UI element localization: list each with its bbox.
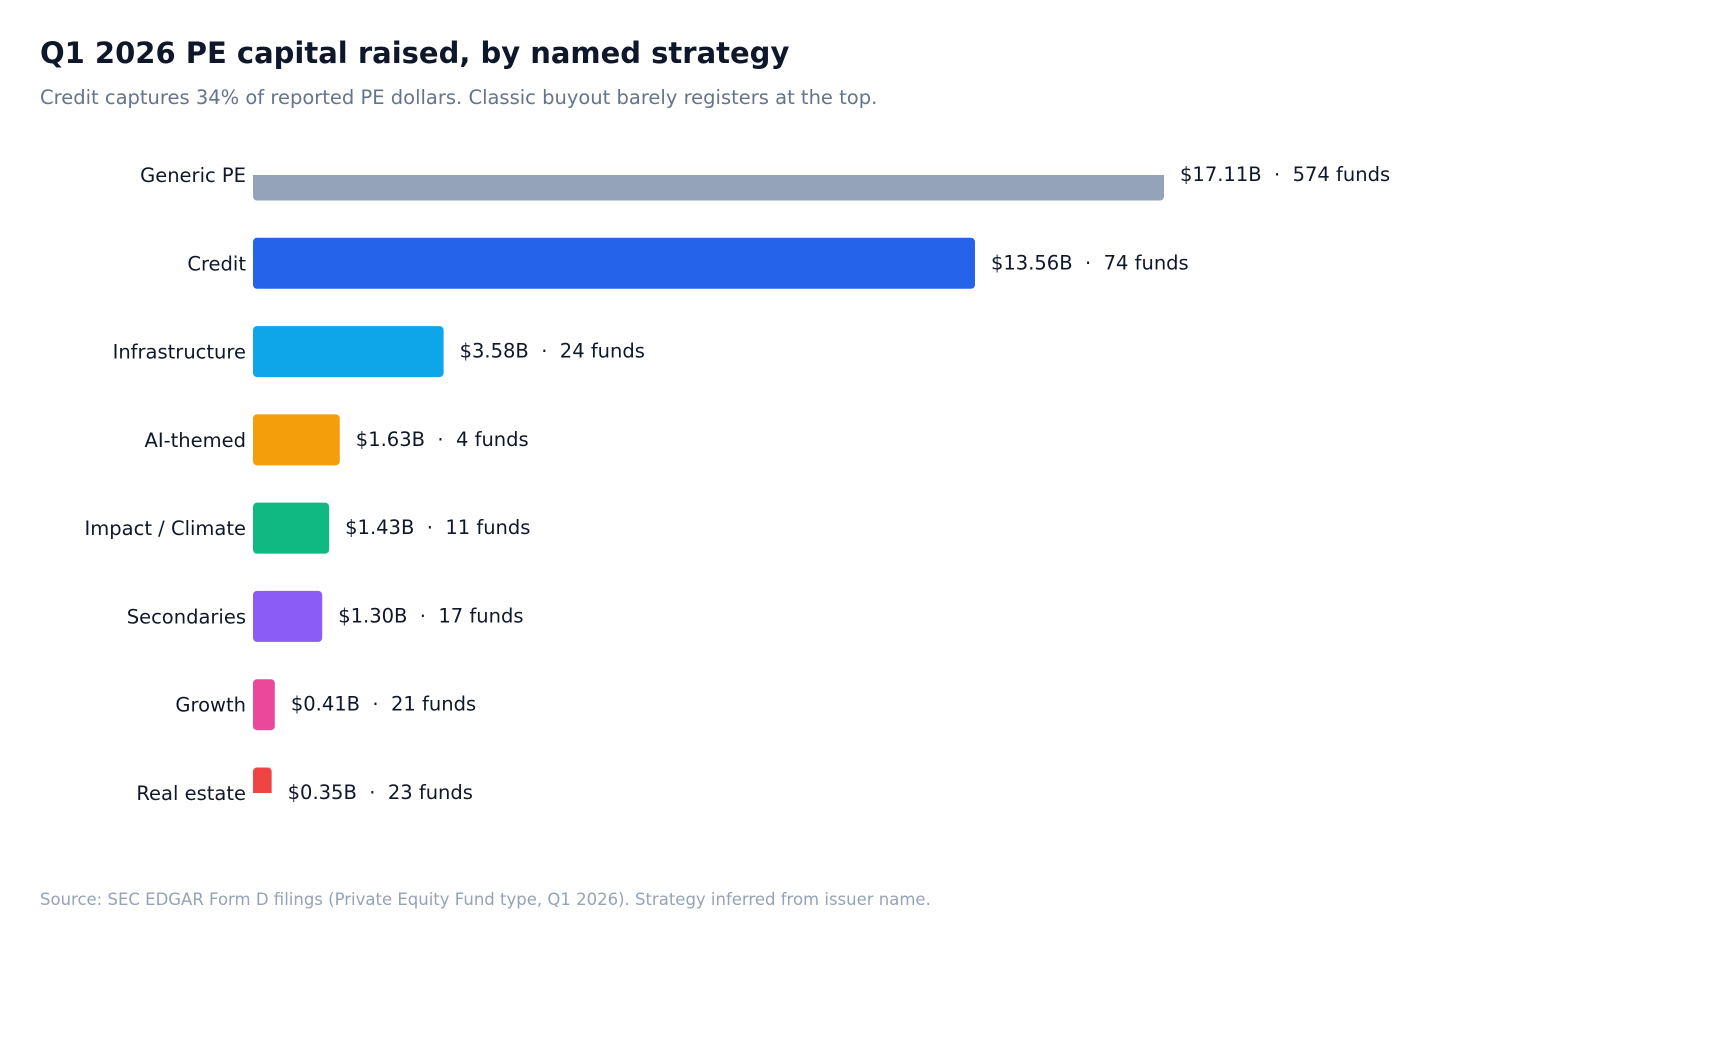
data-label: $1.30B · 17 funds (338, 604, 523, 627)
data-label: $1.43B · 11 funds (345, 516, 530, 539)
category-label: Secondaries (127, 605, 246, 628)
category-label: Credit (187, 252, 246, 275)
category-label: Generic PE (140, 164, 246, 187)
bar-credit (253, 237, 975, 289)
chart-source: Source: SEC EDGAR Form D filings (Privat… (40, 890, 931, 909)
category-label: Growth (175, 694, 246, 717)
data-label: $17.11B · 574 funds (1180, 163, 1390, 186)
chart-title: Q1 2026 PE capital raised, by named stra… (40, 36, 790, 70)
bar-growth (253, 679, 275, 731)
category-label: Infrastructure (113, 341, 246, 364)
category-label: Real estate (136, 782, 246, 805)
bar-impact-climate (253, 502, 330, 554)
data-label: $13.56B · 74 funds (991, 251, 1189, 274)
chart-subtitle: Credit captures 34% of reported PE dolla… (40, 86, 878, 109)
category-label: Impact / Climate (85, 517, 246, 540)
category-label: AI-themed (145, 429, 247, 452)
bar-infrastructure (253, 326, 444, 378)
data-label: $0.35B · 23 funds (288, 781, 473, 804)
data-label: $3.58B · 24 funds (460, 340, 645, 363)
bar-generic-pe (253, 175, 1164, 201)
data-label: $1.63B · 4 funds (356, 428, 529, 451)
bar-ai-themed (253, 414, 340, 466)
bar-secondaries (253, 590, 323, 642)
data-label: $0.41B · 21 funds (291, 693, 476, 716)
bar-real-estate (253, 767, 272, 793)
